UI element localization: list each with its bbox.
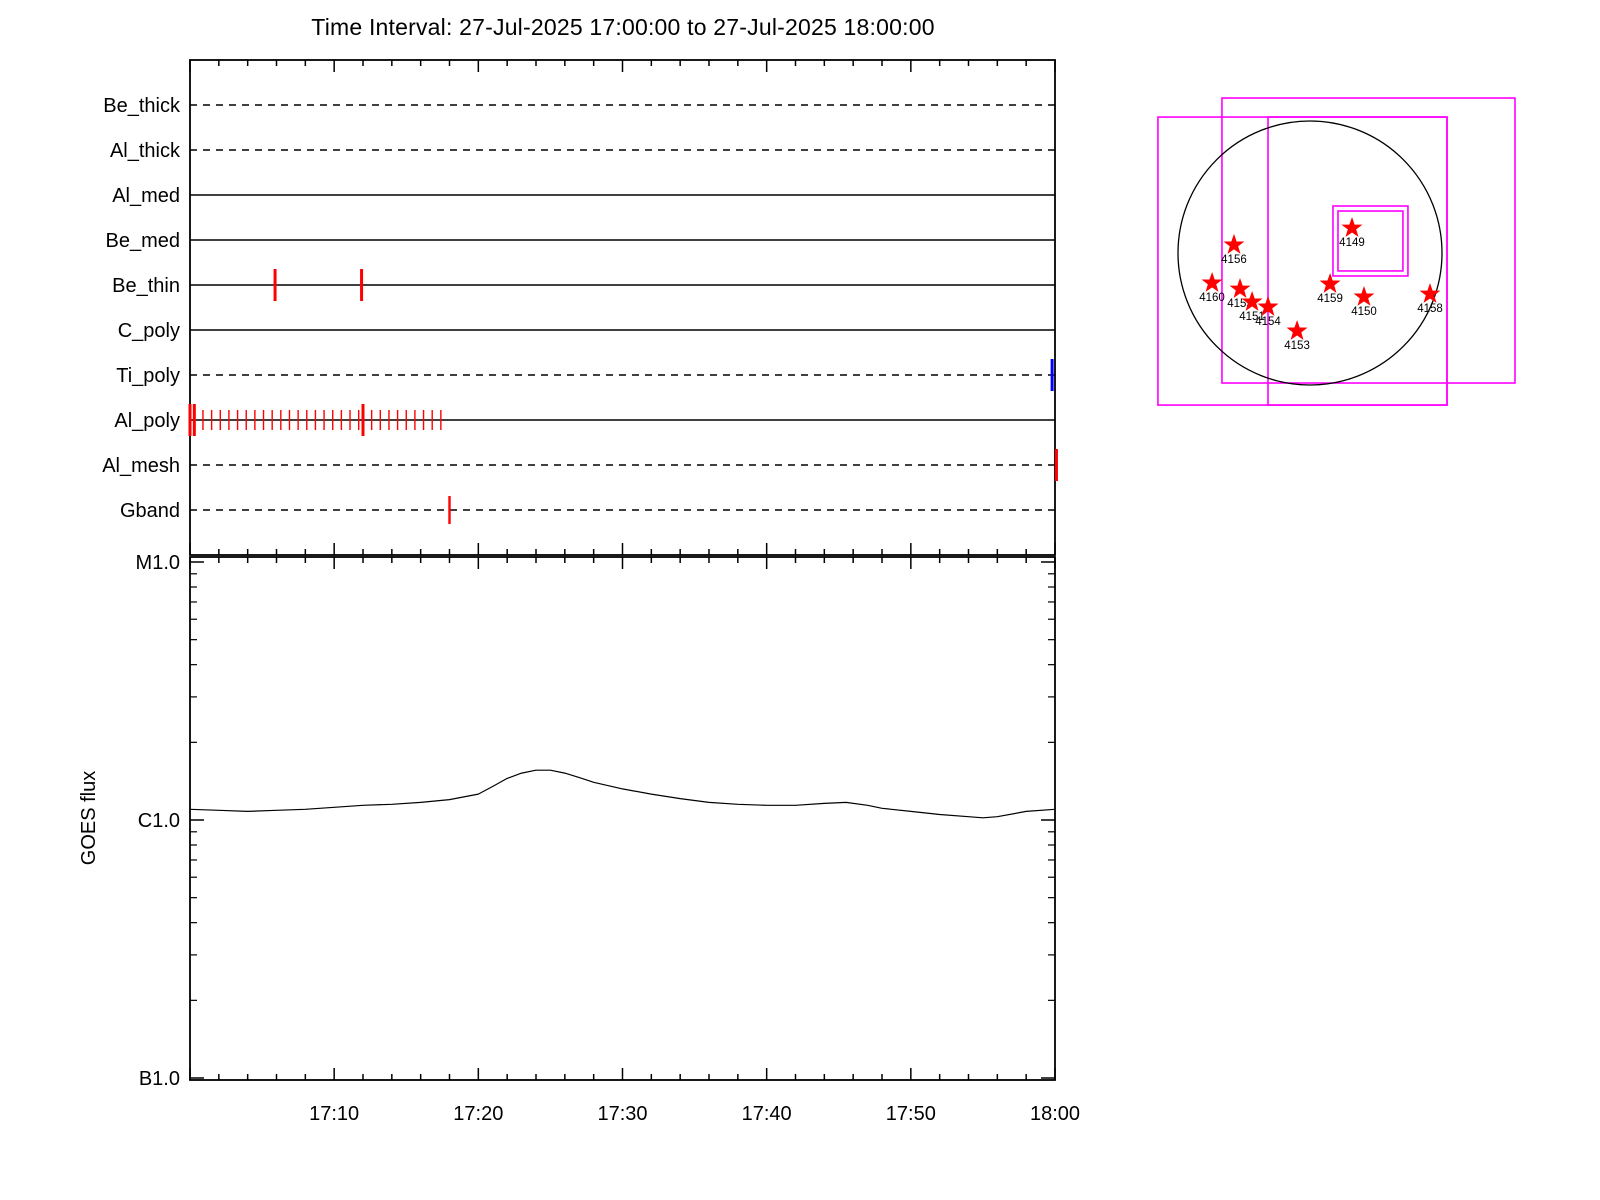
- active-region-star: [1419, 283, 1441, 303]
- active-region-label: 4151: [1239, 311, 1265, 323]
- active-region-star: [1241, 290, 1263, 311]
- goes-ytick-label: B1.0: [139, 1068, 180, 1090]
- time-tick-label: 17:40: [742, 1103, 792, 1125]
- filter-label: Be_thin: [112, 275, 180, 297]
- solar-disk: [1177, 120, 1443, 386]
- time-tick-label: 17:50: [886, 1103, 936, 1125]
- goes-ytick-label: M1.0: [136, 552, 180, 574]
- active-region-star: [1286, 319, 1308, 340]
- fov-box: [1337, 210, 1404, 272]
- active-region-label: 4160: [1199, 292, 1225, 304]
- active-region-star: [1353, 285, 1375, 306]
- time-tick-label: 17:10: [309, 1103, 359, 1125]
- goes-ytick-label: C1.0: [138, 810, 180, 832]
- active-region-label: 4150: [1351, 306, 1377, 318]
- time-tick-label: 18:00: [1030, 1103, 1080, 1125]
- active-region-star: [1223, 233, 1245, 254]
- active-region-label: 4154: [1255, 316, 1281, 328]
- active-region-label: 4156: [1221, 254, 1247, 266]
- active-region-label: 4149: [1339, 237, 1365, 249]
- filter-label: C_poly: [118, 320, 180, 342]
- timeline-panel: [189, 59, 1056, 556]
- filter-label: Al_poly: [114, 410, 180, 432]
- active-region-star: [1257, 295, 1279, 316]
- filter-label: Be_med: [106, 230, 181, 252]
- active-region-star: [1201, 271, 1223, 292]
- time-tick-label: 17:20: [453, 1103, 503, 1125]
- goes-curve: [189, 769, 1056, 819]
- active-region-label: 4153: [1284, 340, 1310, 352]
- filter-label: Be_thick: [103, 95, 181, 117]
- goes-panel: [189, 556, 1056, 1081]
- filter-label: Ti_poly: [116, 365, 180, 387]
- active-region-star: [1319, 272, 1341, 293]
- goes-ylabel: GOES flux: [78, 771, 100, 865]
- time-tick-label: 17:30: [597, 1103, 647, 1125]
- filter-label: Al_med: [112, 185, 180, 207]
- active-region-label: 4158: [1417, 303, 1443, 315]
- active-region-star: [1341, 217, 1363, 237]
- filter-label: Al_thick: [110, 140, 181, 162]
- filter-label: Al_mesh: [102, 455, 180, 477]
- active-region-label: 4159: [1317, 293, 1343, 305]
- fov-box: [1221, 97, 1516, 384]
- filter-label: Gband: [120, 500, 180, 522]
- fov-box: [1332, 205, 1409, 277]
- plot-title: Time Interval: 27-Jul-2025 17:00:00 to 2…: [311, 14, 935, 40]
- active-region-star: [1229, 277, 1251, 298]
- fov-box: [1267, 116, 1448, 406]
